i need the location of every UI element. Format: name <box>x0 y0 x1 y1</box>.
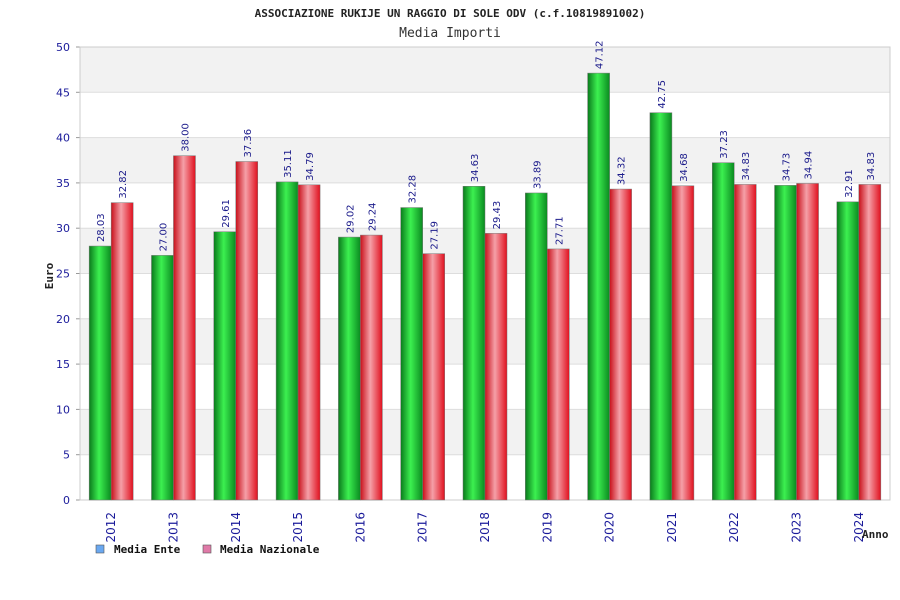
bar-media-nazionale-2017 <box>422 253 445 501</box>
x-tick-label-2024: 2024 <box>852 512 866 543</box>
x-axis-ticks: 2012 2013 2014 2015 2016 2017 2018 2019 2020 2021… <box>104 512 866 543</box>
legend-label-media-ente: Media Ente <box>114 543 181 556</box>
data-label-media-nazionale-2013: 38.00 <box>180 123 191 152</box>
y-tick-label: 15 <box>56 358 70 371</box>
bar-media-ente-2019 <box>525 192 548 501</box>
bar-media-nazionale-2014 <box>235 161 259 501</box>
y-tick-label: 10 <box>56 403 70 416</box>
data-label-media-nazionale-2022: 34.83 <box>741 152 752 181</box>
data-label-media-ente-2024: 32.91 <box>844 169 855 198</box>
data-label-media-nazionale-2023: 34.94 <box>804 151 815 180</box>
bar-media-ente-2016 <box>338 236 361 501</box>
chart-subtitle: Media Importi <box>399 26 501 41</box>
grid-band <box>80 137 890 183</box>
y-axis-label: Euro <box>43 262 56 289</box>
legend-swatch-media-nazionale <box>202 544 212 554</box>
data-label-media-nazionale-2014: 37.36 <box>243 129 254 158</box>
x-tick-label-2022: 2022 <box>727 512 741 543</box>
data-label-media-ente-2016: 29.02 <box>345 204 356 233</box>
y-axis-ticks: 0 5 10 15 20 25 30 35 40 45 50 <box>56 41 70 507</box>
bar-media-nazionale-2019 <box>547 248 570 501</box>
bar-media-ente-2023 <box>774 185 797 501</box>
data-labels: 28.03 32.82 27.00 38.00 29.61 37.36 35.11 34.79… <box>96 40 877 251</box>
bar-media-nazionale-2020 <box>609 188 632 501</box>
bar-media-nazionale-2015 <box>297 184 321 501</box>
bar-media-nazionale-2012 <box>110 202 134 501</box>
bar-media-nazionale-2022 <box>733 184 757 501</box>
bar-media-ente-2017 <box>400 207 423 501</box>
data-label-media-nazionale-2019: 27.71 <box>554 216 565 245</box>
data-label-media-ente-2012: 28.03 <box>96 213 107 242</box>
y-tick-label: 0 <box>63 494 70 507</box>
x-tick-label-2013: 2013 <box>166 512 180 543</box>
legend: Media Ente Media Nazionale <box>95 543 320 556</box>
data-label-media-nazionale-2017: 27.19 <box>430 221 441 250</box>
data-label-media-nazionale-2016: 29.24 <box>367 202 378 231</box>
y-tick-label: 50 <box>56 41 70 54</box>
x-tick-label-2016: 2016 <box>353 512 367 543</box>
data-label-media-ente-2023: 34.73 <box>782 153 793 182</box>
bar-media-nazionale-2018 <box>484 233 508 501</box>
x-tick-label-2015: 2015 <box>291 512 305 543</box>
x-tick-label-2014: 2014 <box>229 512 243 543</box>
bar-media-ente-2018 <box>462 186 486 501</box>
y-tick-label: 35 <box>56 177 70 190</box>
data-label-media-ente-2017: 32.28 <box>408 175 419 204</box>
data-label-media-ente-2021: 42.75 <box>657 80 668 109</box>
data-label-media-ente-2018: 34.63 <box>470 154 481 183</box>
grid-band <box>80 47 890 93</box>
data-label-media-nazionale-2018: 29.43 <box>492 201 503 230</box>
data-label-media-ente-2019: 33.89 <box>532 160 543 189</box>
bar-media-ente-2014 <box>213 231 237 501</box>
data-label-media-ente-2014: 29.61 <box>221 199 232 228</box>
data-label-media-nazionale-2024: 34.83 <box>866 152 877 181</box>
data-label-media-nazionale-2020: 34.32 <box>617 156 628 185</box>
data-label-media-nazionale-2021: 34.68 <box>679 153 690 182</box>
data-label-media-nazionale-2012: 32.82 <box>118 170 129 199</box>
bar-media-nazionale-2013 <box>173 155 196 501</box>
grid-band <box>80 92 890 138</box>
bars <box>88 72 882 501</box>
bar-media-ente-2021 <box>649 112 673 501</box>
bar-media-nazionale-2016 <box>360 234 383 501</box>
x-tick-label-2017: 2017 <box>416 512 430 543</box>
data-label-media-nazionale-2015: 34.79 <box>305 152 316 181</box>
chart-title: ASSOCIAZIONE RUKIJE UN RAGGIO DI SOLE OD… <box>255 7 646 20</box>
data-label-media-ente-2022: 37.23 <box>719 130 730 159</box>
bar-media-nazionale-2021 <box>671 185 695 501</box>
bar-media-ente-2013 <box>151 255 174 501</box>
bar-media-nazionale-2024 <box>858 184 882 501</box>
legend-swatch-media-ente <box>95 544 105 554</box>
y-tick-label: 40 <box>56 132 70 145</box>
y-tick-label: 25 <box>56 268 70 281</box>
x-tick-label-2012: 2012 <box>104 512 118 543</box>
bar-media-ente-2012 <box>88 245 112 501</box>
data-label-media-ente-2020: 47.12 <box>595 40 606 69</box>
bar-media-nazionale-2023 <box>796 183 819 501</box>
bar-media-ente-2022 <box>711 162 735 501</box>
y-tick-label: 5 <box>63 449 70 462</box>
x-tick-label-2023: 2023 <box>790 512 804 543</box>
bar-media-ente-2024 <box>836 201 860 501</box>
y-tick-label: 45 <box>56 86 70 99</box>
y-tick-label: 20 <box>56 313 70 326</box>
legend-label-media-nazionale: Media Nazionale <box>220 543 320 556</box>
y-tick-label: 30 <box>56 222 70 235</box>
data-label-media-ente-2015: 35.11 <box>283 149 294 178</box>
x-axis-label: Anno <box>862 528 889 541</box>
bar-media-ente-2020 <box>587 72 610 501</box>
bar-media-ente-2015 <box>275 181 299 501</box>
x-tick-label-2018: 2018 <box>478 512 492 543</box>
x-tick-label-2019: 2019 <box>540 512 554 543</box>
x-tick-label-2021: 2021 <box>665 512 679 543</box>
data-label-media-ente-2013: 27.00 <box>158 223 169 252</box>
x-tick-label-2020: 2020 <box>603 512 617 543</box>
